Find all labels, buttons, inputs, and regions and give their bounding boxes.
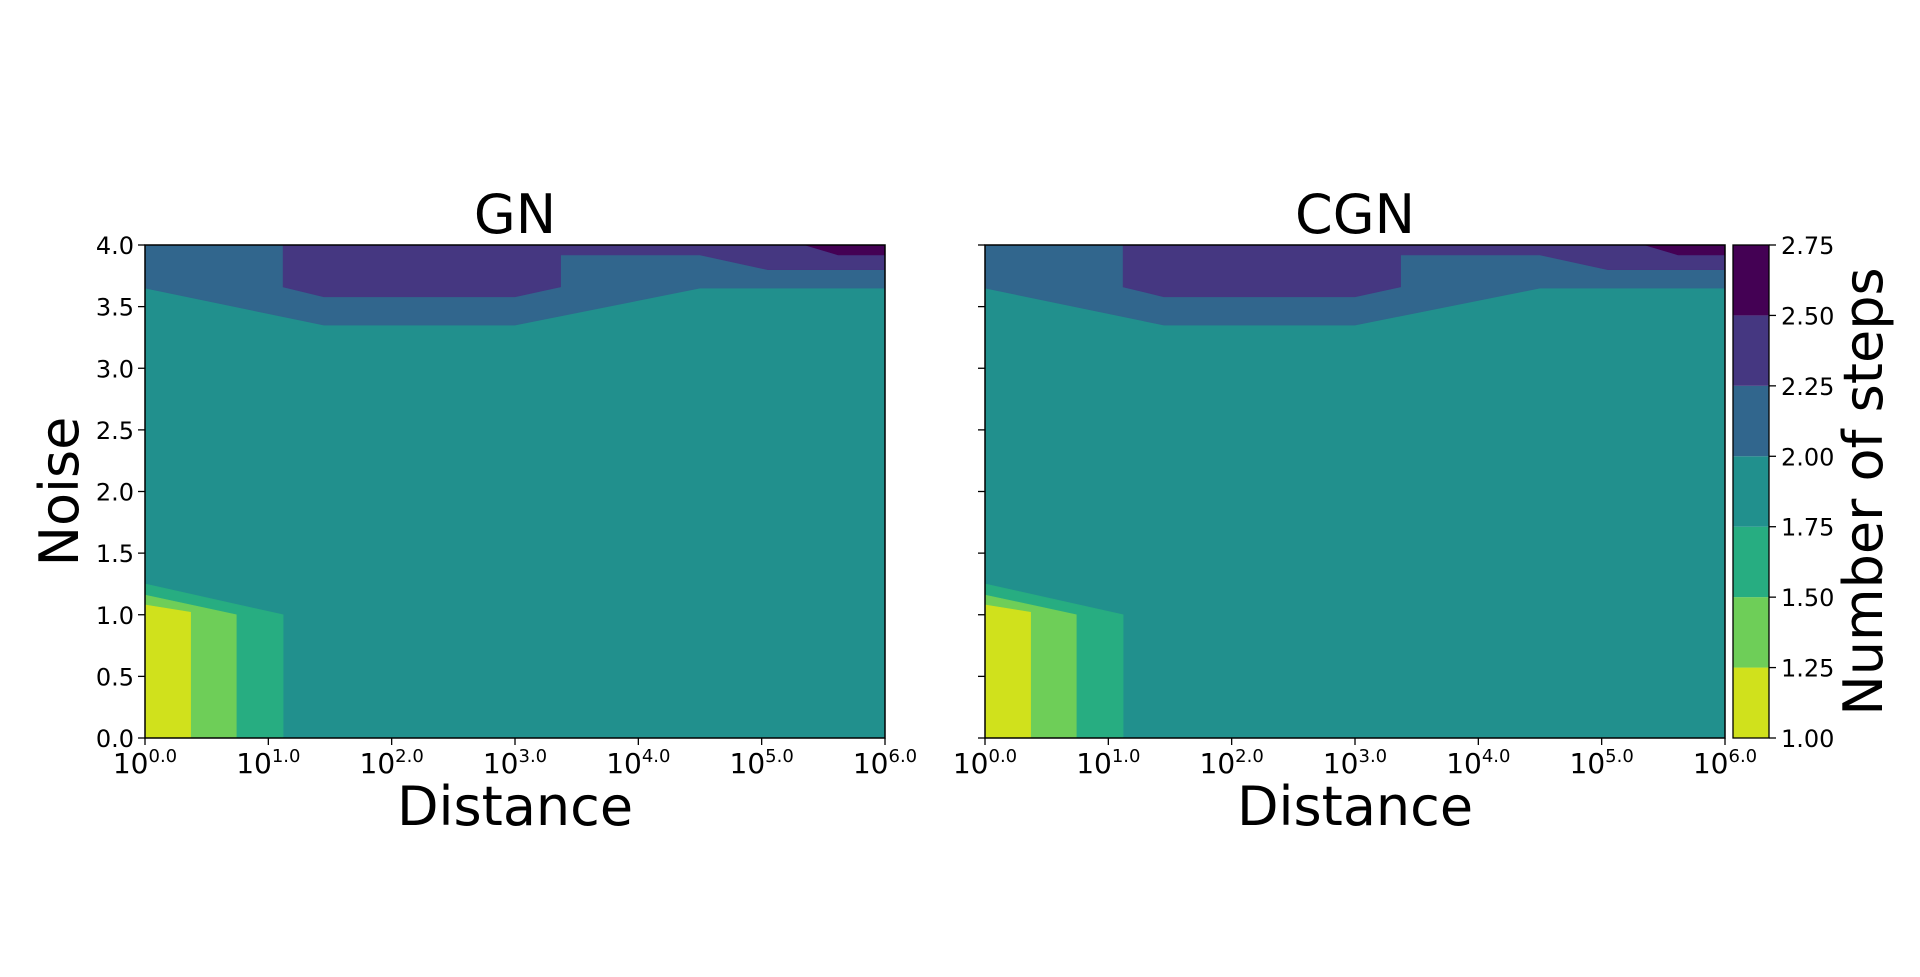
colorbar-tick-label: 2.50	[1781, 302, 1834, 330]
x-tick-exponent: 2.0	[395, 746, 424, 767]
y-tick-label: 4.0	[96, 232, 134, 260]
colorbar: 1.00 1.25 1.50 1.75 2.00 2.25 2.50 2.75 Number o…	[1732, 232, 1895, 753]
x-tick-label: 104.0	[1446, 746, 1510, 780]
x-tick-label: 101.0	[236, 746, 300, 780]
x-tick-exponent: 6.0	[1729, 746, 1758, 767]
x-tick-exponent: 4.0	[1482, 746, 1511, 767]
x-tick-base: 10	[113, 747, 149, 780]
y-tick-label: 3.0	[96, 355, 134, 383]
y-tick-label: 2.5	[96, 417, 134, 445]
contour-region-1.75-2	[985, 245, 1725, 738]
colorbar-tick-label: 2.75	[1781, 232, 1834, 260]
x-tick-exponent: 1.0	[272, 746, 301, 767]
x-axis-label: Distance	[397, 775, 633, 838]
colorbar-band	[1733, 456, 1769, 527]
x-tick-base: 10	[853, 747, 889, 780]
x-tick-exponent: 4.0	[642, 746, 671, 767]
x-tick-exponent: 1.0	[1112, 746, 1141, 767]
y-tick-label: 3.5	[96, 294, 134, 322]
x-tick-base: 10	[1200, 747, 1236, 780]
x-tick-label: 102.0	[360, 746, 424, 780]
x-tick-exponent: 3.0	[519, 746, 548, 767]
plot-area	[985, 245, 1725, 738]
contour-region-2.25-2.5	[1122, 245, 1725, 298]
colorbar-band	[1733, 245, 1769, 316]
x-tick-label: 105.0	[730, 746, 794, 780]
colorbar-frame	[1732, 244, 1770, 739]
panel-cgn: 100.0 101.0 102.0 103.0 104.0 105.0 106.0CGNDi…	[953, 183, 1757, 838]
x-tick-base: 10	[1693, 747, 1729, 780]
contour-region-1.75-2	[145, 245, 885, 738]
contour-region-1-1.25	[145, 604, 191, 738]
contour-region-1-1.25	[985, 604, 1031, 738]
x-tick-label: 102.0	[1200, 746, 1264, 780]
colorbar-tick-label: 2.00	[1781, 443, 1834, 471]
contour-region-2.25-2.5	[282, 245, 885, 298]
x-tick-exponent: 6.0	[889, 746, 918, 767]
colorbar-band	[1733, 385, 1769, 457]
x-tick-exponent: 5.0	[1605, 746, 1634, 767]
x-tick-exponent: 0.0	[989, 746, 1018, 767]
colorbar-tick-label: 2.25	[1781, 373, 1834, 401]
colorbar-tick-label: 1.50	[1781, 584, 1834, 612]
colorbar-band	[1733, 597, 1769, 668]
x-tick-label: 106.0	[1693, 746, 1757, 780]
x-tick-label: 105.0	[1570, 746, 1634, 780]
colorbar-tick-label: 1.00	[1781, 725, 1834, 753]
plot-area	[145, 245, 885, 738]
contour-region-2.5-2.75	[804, 245, 885, 256]
x-tick-exponent: 3.0	[1359, 746, 1388, 767]
x-axis-label: Distance	[1237, 775, 1473, 838]
x-tick-base: 10	[360, 747, 396, 780]
x-tick-label: 101.0	[1076, 746, 1140, 780]
x-tick-base: 10	[1323, 747, 1359, 780]
x-tick-base: 10	[1076, 747, 1112, 780]
colorbar-band	[1733, 526, 1769, 598]
y-tick-label: 1.5	[96, 540, 134, 568]
y-tick-label: 2.0	[96, 479, 134, 507]
colorbar-band	[1733, 667, 1769, 738]
y-tick-label: 1.0	[96, 602, 134, 630]
x-tick-label: 100.0	[953, 746, 1017, 780]
colorbar-band	[1733, 315, 1769, 386]
x-tick-base: 10	[236, 747, 272, 780]
y-axis-label: Noise	[28, 417, 91, 567]
y-tick-label: 0.5	[96, 663, 134, 691]
x-tick-label: 106.0	[853, 746, 917, 780]
x-tick-exponent: 2.0	[1235, 746, 1264, 767]
colorbar-label: Number of steps	[1832, 267, 1895, 715]
x-tick-base: 10	[483, 747, 519, 780]
x-tick-exponent: 5.0	[765, 746, 794, 767]
x-tick-label: 100.0	[113, 746, 177, 780]
colorbar-tick-label: 1.75	[1781, 514, 1834, 542]
x-tick-label: 103.0	[483, 746, 547, 780]
y-tick-label: 0.0	[96, 725, 134, 753]
x-tick-label: 104.0	[606, 746, 670, 780]
x-tick-base: 10	[953, 747, 989, 780]
x-tick-base: 10	[1446, 747, 1482, 780]
x-tick-base: 10	[606, 747, 642, 780]
panel-title: GN	[474, 183, 556, 246]
contour-region-2.5-2.75	[1644, 245, 1725, 256]
x-tick-base: 10	[1570, 747, 1606, 780]
x-tick-label: 103.0	[1323, 746, 1387, 780]
x-tick-base: 10	[730, 747, 766, 780]
panel-title: CGN	[1295, 183, 1415, 246]
colorbar-tick-label: 1.25	[1781, 655, 1834, 683]
x-tick-exponent: 0.0	[149, 746, 178, 767]
